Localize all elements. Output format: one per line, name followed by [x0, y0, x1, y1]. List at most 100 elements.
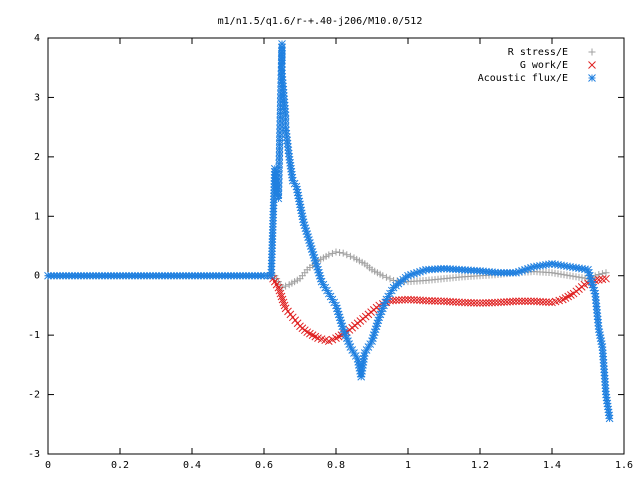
series-1-point	[437, 297, 445, 306]
series-0-point	[595, 271, 603, 279]
x-tick-label: 0	[45, 460, 51, 471]
x-tick-label: 0.6	[255, 460, 273, 471]
legend-marker	[588, 48, 596, 56]
series-1-point	[497, 298, 505, 307]
series-2-point	[346, 343, 355, 351]
series-1-point	[446, 297, 454, 306]
series-2-point	[382, 295, 391, 304]
series-2-point	[348, 346, 357, 354]
series-1-point	[458, 298, 466, 307]
series-1-point	[506, 297, 514, 306]
series-1-point	[422, 296, 430, 305]
series-0-point	[282, 282, 290, 290]
series-0-point	[339, 249, 347, 257]
series-1-point	[473, 299, 481, 307]
series-1-point	[410, 296, 418, 304]
series-1-point	[521, 297, 529, 306]
series-2-point	[371, 325, 380, 334]
y-tick-label: 0	[34, 271, 40, 282]
series-2-point	[275, 132, 284, 141]
series-1-point	[467, 298, 475, 307]
series-1-point	[431, 297, 439, 305]
series-0-point	[386, 275, 394, 283]
x-tick-label: 1	[405, 460, 411, 471]
data-points	[44, 40, 614, 423]
x-tick-label: 0.8	[327, 460, 345, 471]
series-0-point	[332, 248, 340, 256]
series-2-point	[275, 159, 284, 168]
legend-label: G work/E	[520, 60, 568, 71]
series-1-point	[602, 274, 610, 283]
x-tick-label: 0.4	[183, 460, 201, 471]
series-1-point	[503, 298, 511, 306]
legend-label: R stress/E	[508, 47, 568, 58]
series-1-point	[539, 298, 547, 306]
series-2-point	[595, 328, 604, 337]
series-1-point	[425, 296, 433, 305]
y-tick-label: 2	[34, 152, 40, 163]
series-2-point	[328, 295, 337, 304]
series-1-point	[500, 298, 508, 306]
series-1-point	[542, 298, 550, 306]
x-tick-label: 1.6	[615, 460, 633, 471]
y-tick-label: 4	[34, 33, 40, 44]
series-1-point	[527, 297, 535, 306]
series-1-point	[404, 295, 412, 304]
series-2-point	[297, 206, 306, 215]
series-2-point	[336, 316, 345, 325]
series-1-point	[413, 296, 421, 304]
series-2-point	[274, 186, 283, 195]
legend: R stress/E G work/E Acoustic flux/E	[478, 47, 596, 84]
series-1-point	[401, 295, 409, 304]
y-tick-label: 3	[34, 92, 40, 103]
series-1-point	[416, 296, 424, 305]
series-2-point	[590, 286, 599, 295]
y-axis: 4 3 2 1 0 -1 -2 -3	[28, 33, 624, 460]
series-2-point	[586, 274, 595, 283]
series-1-point	[440, 297, 448, 306]
series-1-point	[512, 297, 520, 306]
series-1-point	[428, 297, 436, 305]
series-1-point	[392, 296, 400, 305]
series-0-point	[325, 251, 333, 259]
series-1-point	[455, 298, 463, 307]
series-1-point	[488, 298, 496, 307]
series-1-point	[461, 298, 469, 307]
series-0-point	[343, 251, 351, 259]
y-tick-label: -2	[28, 390, 40, 401]
series-0-point	[379, 272, 387, 280]
x-tick-label: 0.2	[111, 460, 129, 471]
series-1-point	[398, 296, 406, 304]
x-tick-label: 1.2	[471, 460, 489, 471]
series-1-point	[449, 298, 457, 306]
series-2-point	[597, 337, 606, 345]
series-1-point	[533, 297, 541, 306]
series-1-point	[482, 298, 490, 307]
series-0-point	[328, 249, 336, 257]
series-2-point	[275, 152, 284, 160]
series-0-point	[602, 269, 610, 277]
y-tick-label: -3	[28, 449, 40, 460]
series-0-point	[336, 249, 344, 257]
series-1-point	[419, 296, 427, 305]
series-2-point	[323, 286, 331, 295]
series-1-point	[530, 297, 538, 306]
series-1-point	[395, 296, 403, 304]
series-1-point	[476, 299, 484, 307]
series-2-point	[306, 242, 315, 250]
series-2-point	[326, 292, 335, 301]
plot-frame	[47, 37, 625, 455]
series-1-point	[443, 297, 451, 306]
chart-title: m1/n1.5/q1.6/r-+.40-j206/M10.0/512	[218, 16, 423, 27]
series-1-point	[407, 295, 415, 304]
series-1-point	[515, 297, 523, 306]
series-1-point	[470, 298, 478, 307]
series-1-point	[491, 298, 499, 307]
series-1-point	[464, 298, 472, 307]
y-tick-label: -1	[28, 330, 40, 341]
series-1-point	[389, 296, 397, 305]
series-0-point	[382, 273, 390, 281]
series-2-point	[275, 155, 284, 164]
series-1-point	[494, 298, 502, 307]
